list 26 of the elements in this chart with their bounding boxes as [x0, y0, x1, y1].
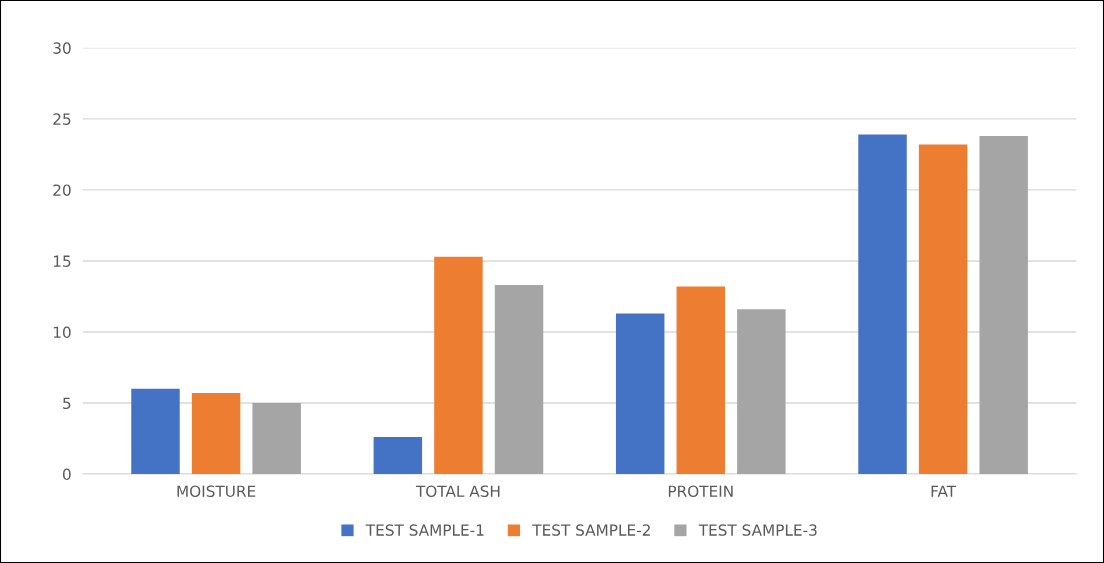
bar: [615, 313, 665, 475]
y-tick-label: 20: [53, 184, 71, 196]
bar: [979, 135, 1028, 475]
x-tick-label: PROTEIN: [668, 485, 733, 497]
legend-label: TEST SAMPLE-3: [698, 524, 817, 536]
bar: [858, 134, 907, 475]
legend-label: TEST SAMPLE-1: [365, 524, 484, 536]
y-tick-label: 10: [53, 326, 71, 338]
y-tick-label: 25: [53, 113, 71, 125]
bar: [494, 285, 544, 475]
legend-label: TEST SAMPLE-2: [532, 524, 650, 536]
y-tick-label: 30: [53, 42, 71, 54]
x-tick-label: MOISTURE: [177, 485, 256, 497]
bar: [191, 393, 241, 475]
bar: [737, 309, 786, 475]
bar: [918, 144, 968, 475]
bar: [252, 403, 301, 475]
bar: [676, 286, 725, 475]
bar: [434, 256, 483, 475]
x-tick-label: FAT: [931, 485, 957, 497]
y-tick-label: 15: [53, 255, 71, 267]
bar: [131, 388, 180, 475]
y-tick-label: 0: [62, 468, 71, 481]
y-tick-label: 5: [63, 397, 71, 410]
x-tick-label: TOTAL ASH: [415, 485, 500, 497]
bar: [373, 437, 423, 475]
